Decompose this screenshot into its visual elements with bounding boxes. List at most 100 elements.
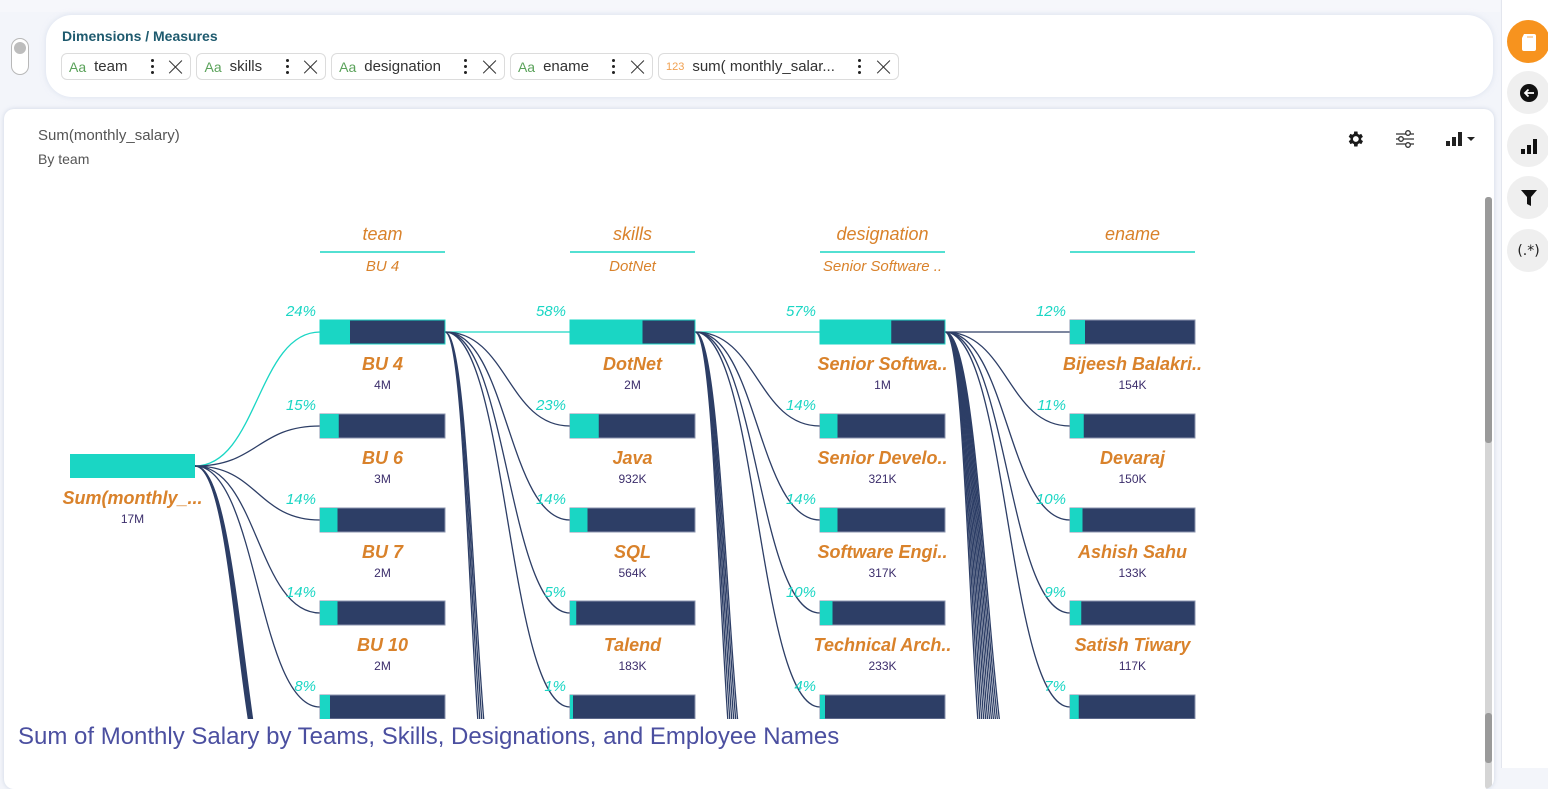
toggle-knob [14,42,26,54]
node-label: Senior Softwa.. [817,354,947,374]
level-header: designation [836,224,928,244]
root-bar [70,454,195,478]
field-chip-team[interactable]: Aa team [61,53,192,80]
kebab-menu-icon[interactable] [280,59,294,74]
level-header: team [362,224,402,244]
node-percent: 1% [544,678,566,695]
node-label: Software Engi.. [817,542,947,562]
close-icon[interactable] [168,59,184,75]
link-offscreen [194,465,250,719]
root-value: 17M [121,512,144,526]
arrow-left-icon[interactable] [1507,71,1548,114]
decomposition-tree-chart: Sum(monthly_... 17M team BU 4 24% BU 4 4M 15% BU… [62,224,1202,719]
sd-card-icon[interactable] [1507,20,1548,63]
filter-icon[interactable] [1507,176,1548,219]
node-bar-fill [320,695,330,719]
kebab-menu-icon[interactable] [145,59,159,74]
field-chip-designation[interactable]: Aa designation [331,53,505,80]
bar-chart-dropdown-icon[interactable] [1442,127,1478,151]
node-label: DotNet [603,354,663,374]
node-percent: 14% [536,491,566,508]
link [944,331,1071,708]
node-percent: 24% [285,303,316,320]
field-chip-ename[interactable]: Aa ename [509,53,653,80]
node-value: 233K [868,659,896,673]
field-chip-skills[interactable]: Aa skills [196,53,327,80]
node-label: Bijeesh Balakri.. [1063,354,1202,374]
kebab-menu-icon[interactable] [459,59,473,74]
link [444,331,571,521]
scrollbar-thumb[interactable] [1485,197,1492,443]
chip-label: skills [229,58,263,75]
node-value: 2M [624,378,641,392]
link [694,331,821,708]
node-bar-fill [570,414,599,438]
node-value: 183K [618,659,646,673]
field-chip-sum-monthly-salar[interactable]: 123 sum( monthly_salar... [657,53,899,80]
node-bar-fill [1070,320,1085,344]
node-bar [319,507,446,533]
node-bar [319,694,446,719]
level-selected-value: DotNet [609,258,657,275]
node-bar [1069,507,1196,533]
kebab-menu-icon[interactable] [607,59,621,74]
node-value: 2M [374,659,391,673]
node-percent: 14% [286,584,316,601]
close-icon[interactable] [876,59,892,75]
node-percent: 12% [1036,303,1066,320]
link [194,331,321,467]
node-value: 1M [874,378,891,392]
node-value: 117K [1119,659,1146,673]
link [944,331,1071,614]
link [194,465,321,708]
node-bar [319,600,446,626]
chart-caption: Sum of Monthly Salary by Teams, Skills, … [18,723,846,751]
right-rail: (.*) [1501,0,1548,768]
node-bar-fill [820,695,825,719]
node-value: 3M [374,472,391,486]
node-value: 133K [1118,566,1146,580]
kebab-menu-icon[interactable] [853,59,867,74]
regex-icon[interactable]: (.*) [1507,229,1548,272]
close-icon[interactable] [630,59,646,75]
node-value: 321K [868,472,896,486]
node-bar-fill [820,414,838,438]
node-percent: 14% [786,491,816,508]
gear-icon[interactable] [1343,127,1367,151]
node-percent: 10% [1036,491,1066,508]
node-bar-fill [320,320,350,344]
node-bar-fill [570,508,588,532]
node-percent: 15% [286,397,316,414]
node-bar-fill [320,508,338,532]
node-bar [1069,319,1196,345]
node-percent: 5% [544,584,566,601]
node-bar-fill [1070,508,1083,532]
node-percent: 4% [794,678,816,695]
chart-title: Sum(monthly_salary) [38,127,180,144]
node-label: SQL [614,542,651,562]
link [944,331,1071,427]
panel-toggle[interactable] [11,38,29,75]
scrollbar-track[interactable] [1485,197,1492,789]
node-bar-fill [1070,414,1084,438]
scrollbar-thumb-lower[interactable] [1485,713,1492,763]
node-bar-fill [1070,601,1082,625]
dimensions-measures-title: Dimensions / Measures [62,28,218,44]
link [444,331,571,614]
chart-subtitle: By team [38,151,90,167]
bar-chart-icon[interactable] [1507,124,1548,167]
node-percent: 57% [786,303,816,320]
close-icon[interactable] [482,59,498,75]
sliders-icon[interactable] [1393,127,1417,151]
chip-label: sum( monthly_salar... [692,58,835,75]
node-bar-fill [320,601,338,625]
node-value: 2M [374,566,391,580]
node-bar [819,413,946,439]
node-bar [819,600,946,626]
node-label: BU 4 [362,354,403,374]
node-bar-fill [1070,695,1079,719]
node-percent: 58% [536,303,566,320]
close-icon[interactable] [303,59,319,75]
link [694,331,821,427]
link [944,331,1071,521]
